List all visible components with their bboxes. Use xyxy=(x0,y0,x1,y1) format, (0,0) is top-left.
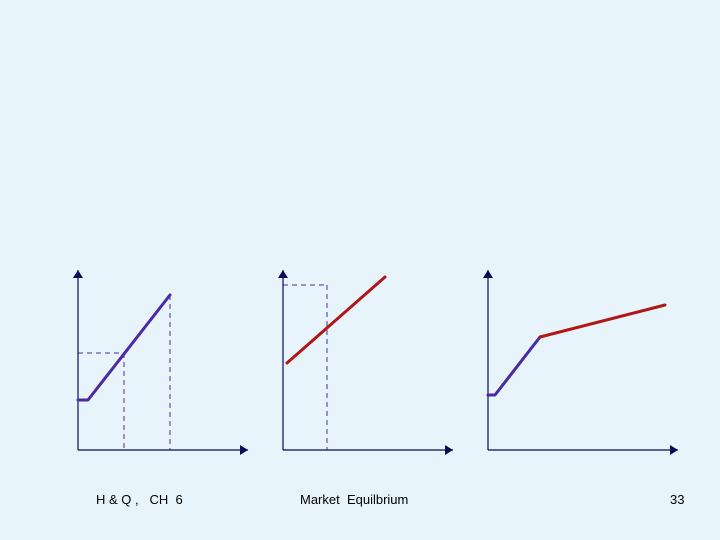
footer-center-label: Market Equilbrium xyxy=(300,492,408,507)
footer: H & Q , CH 6 Market Equilbrium 33 xyxy=(0,492,720,516)
graph-2 xyxy=(265,255,465,465)
graph-1 xyxy=(60,255,260,465)
curve xyxy=(287,277,385,363)
footer-left-label: H & Q , CH 6 xyxy=(96,492,183,507)
curve-segment xyxy=(540,305,665,337)
curve-segment xyxy=(488,337,540,395)
graph-3 xyxy=(470,255,690,465)
footer-page-number: 33 xyxy=(670,492,684,507)
